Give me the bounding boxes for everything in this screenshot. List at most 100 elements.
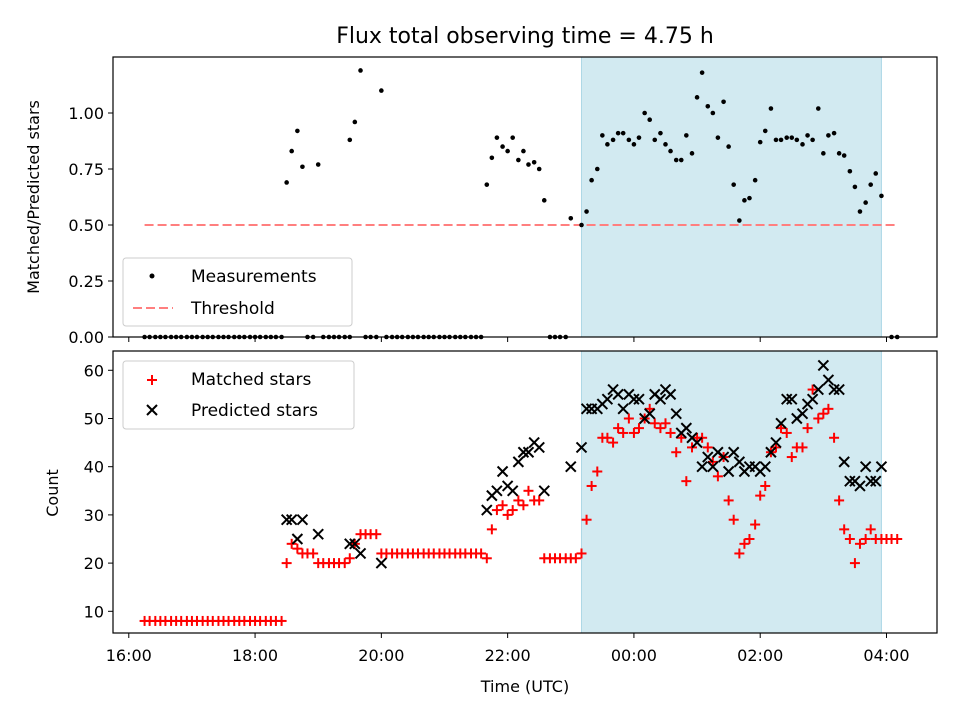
predicted-star-point <box>522 446 535 458</box>
matched-star-point <box>613 423 624 434</box>
legend-threshold-label: Threshold <box>190 299 275 319</box>
y-tick-label: 30 <box>84 506 104 525</box>
matched-star-point <box>818 408 829 419</box>
measurement-point <box>500 144 505 149</box>
measurement-point <box>668 148 673 154</box>
matched-star-point <box>702 442 713 453</box>
axes-frame <box>112 350 938 634</box>
matched-star-point <box>623 413 634 424</box>
measurement-point <box>721 99 726 105</box>
legend-measurement-marker <box>149 273 155 279</box>
predicted-star-point <box>691 436 703 449</box>
matched-star-point <box>755 490 766 501</box>
predicted-star-point <box>828 383 840 396</box>
predicted-x-b <box>617 403 629 415</box>
predicted-star-point <box>612 388 624 401</box>
predicted-star-point <box>702 451 714 463</box>
predicted-star-point <box>496 465 509 478</box>
predicted-x-b <box>522 446 535 458</box>
matched-star-point <box>481 553 492 564</box>
predicted-star-point <box>617 403 629 415</box>
predicted-x-b <box>580 403 593 415</box>
matched-star-point <box>633 423 644 434</box>
matched-star-point <box>739 538 750 549</box>
matched-star-point <box>860 534 871 544</box>
predicted-star-point <box>517 446 530 458</box>
predicted-star-point <box>854 480 866 492</box>
matched-star-point <box>892 534 903 544</box>
matched-star-point <box>576 548 587 559</box>
y-tick-label: 0.25 <box>68 272 104 291</box>
predicted-star-point <box>833 383 845 396</box>
predicted-star-point <box>654 393 667 405</box>
predicted-x-b <box>828 383 840 396</box>
measurement-point <box>794 137 800 143</box>
predicted-star-point <box>349 538 361 550</box>
matched-star-point <box>344 553 355 564</box>
predicted-star-point <box>796 407 809 420</box>
y-tick-label: 1.00 <box>68 104 104 123</box>
measurement-point <box>879 193 884 199</box>
measurement-point <box>568 215 574 221</box>
measurement-point <box>852 184 858 190</box>
measurement-point <box>768 106 774 111</box>
predicted-x-b <box>601 393 614 405</box>
legend-box <box>122 360 355 430</box>
predicted-x-b <box>717 451 730 463</box>
x-tick-label: 22:00 <box>485 646 531 665</box>
matched-star-point <box>292 543 303 554</box>
matched-star-point <box>854 538 865 549</box>
predicted-x-b <box>654 393 667 405</box>
matched-star-point <box>781 427 792 438</box>
matched-star-point <box>813 413 824 424</box>
matched-star-point <box>744 534 755 544</box>
measurement-point <box>726 144 731 149</box>
matched-star-point <box>728 514 739 525</box>
measurement-point <box>579 222 584 228</box>
predicted-x-b <box>312 528 324 540</box>
matched-star-point <box>649 418 660 429</box>
matched-star-point <box>723 495 734 506</box>
measurement-point <box>510 135 515 140</box>
chart-title: Flux total observing time = 4.75 h <box>336 24 714 49</box>
top-y-axis-label: Matched/Predicted stars <box>24 100 43 294</box>
predicted-x-b <box>664 388 677 401</box>
matched-star-point <box>776 423 787 434</box>
predicted-star-point <box>538 485 550 497</box>
predicted-star-point <box>806 393 819 405</box>
predicted-x-b <box>628 393 640 405</box>
axes-frame <box>112 56 938 338</box>
matched-star-point <box>655 423 666 434</box>
measurement-point <box>594 166 600 172</box>
predicted-star-point <box>727 446 740 458</box>
predicted-x-b <box>864 475 877 487</box>
predicted-star-point <box>770 436 782 449</box>
predicted-x-b <box>691 436 703 449</box>
measurement-point <box>489 155 495 161</box>
measurement-point <box>589 177 594 183</box>
predicted-x-b <box>702 451 714 463</box>
measurement-point <box>541 198 547 203</box>
measurement-point <box>715 135 721 140</box>
predicted-x-b <box>680 422 693 434</box>
measurement-point <box>658 130 663 136</box>
predicted-star-point <box>670 407 682 420</box>
predicted-star-point <box>844 475 856 487</box>
y-tick-label: 10 <box>84 602 104 621</box>
measurement-point <box>694 95 700 100</box>
y-tick-label: 0.75 <box>68 160 104 179</box>
measurement-point <box>857 209 863 214</box>
predicted-star-point <box>344 538 356 550</box>
predicted-x-b <box>696 460 708 473</box>
predicted-star-point <box>633 393 645 405</box>
predicted-x-b <box>538 485 550 497</box>
measurement-point <box>295 128 300 134</box>
predicted-x-b <box>806 393 819 405</box>
predicted-star-point <box>354 547 367 560</box>
matched-star-point <box>671 447 682 458</box>
measurement-point <box>494 135 500 140</box>
predicted-x-b <box>733 456 746 468</box>
measurement-point <box>847 168 853 174</box>
predicted-star-point <box>491 485 503 497</box>
measurement-point <box>821 151 826 156</box>
